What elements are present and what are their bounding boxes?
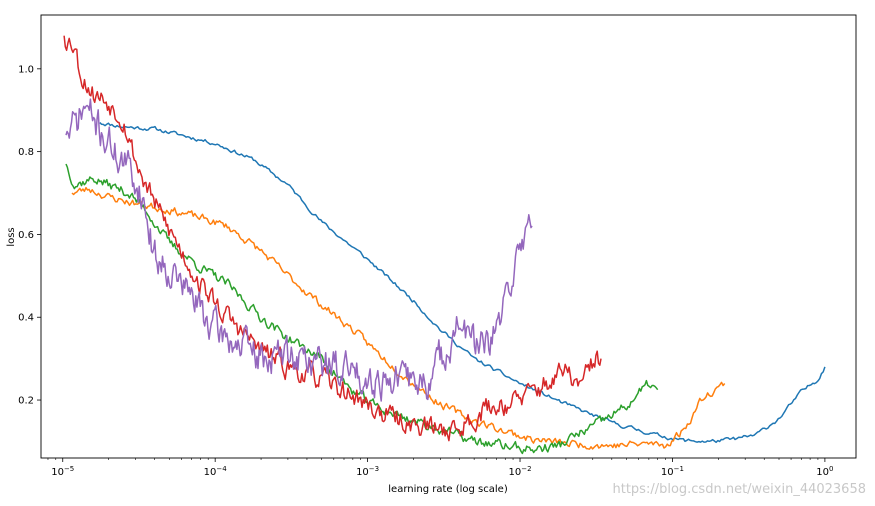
y-tick-label: 0.2 (18, 396, 34, 407)
y-tick-label: 0.8 (18, 147, 34, 158)
axes-frame (40, 14, 857, 459)
x-tick-label: 10−1 (661, 465, 684, 478)
watermark-text: https://blog.csdn.net/weixin_44023658 (612, 482, 866, 497)
series-line-purple (65, 98, 533, 402)
x-tick-label: 10−3 (356, 465, 379, 478)
series-layer (63, 35, 826, 455)
y-tick-label: 0.4 (18, 313, 34, 324)
series-line-blue (99, 122, 826, 444)
x-tick-label: 10−2 (508, 465, 531, 478)
series-line-red (63, 35, 602, 442)
x-tick-label: 10−4 (204, 465, 228, 478)
plot-area (41, 15, 856, 458)
series-line-green (65, 163, 659, 455)
x-axis-ticks: 10−5 10−4 10−3 10−2 10−1 100 (47, 458, 833, 478)
x-axis-label: learning rate (log scale) (388, 484, 508, 495)
x-tick-label: 100 (816, 465, 833, 478)
y-axis-ticks: 0.2 0.4 0.6 0.8 1.0 (18, 64, 41, 407)
y-tick-label: 0.6 (18, 230, 34, 241)
x-tick-label: 10−5 (51, 465, 74, 478)
y-tick-label: 1.0 (18, 64, 34, 75)
y-axis-label: loss (6, 227, 17, 246)
